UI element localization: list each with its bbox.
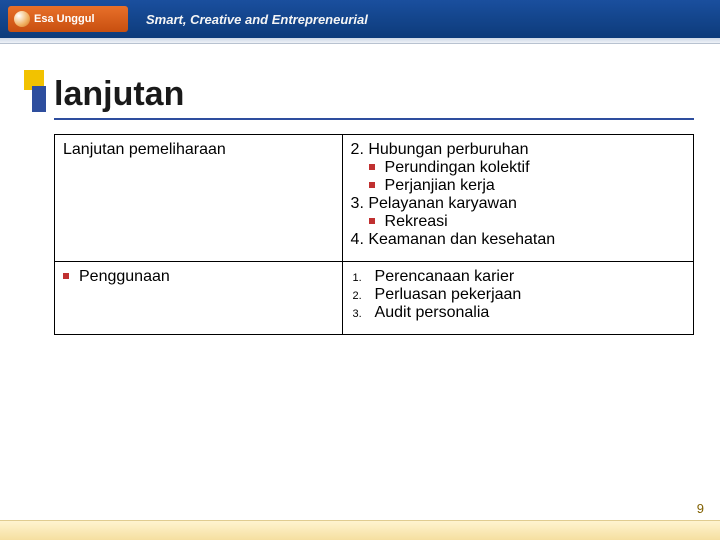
ol-num: 3. xyxy=(351,308,375,320)
table-row: Lanjutan pemeliharaan 2. Hubungan perbur… xyxy=(55,135,694,262)
cell-right-1: 2. Hubungan perburuhan Perundingan kolek… xyxy=(342,135,693,262)
ol-num: 1. xyxy=(351,272,375,284)
logo-ball-icon xyxy=(14,11,30,27)
sub-line: Perjanjian kerja xyxy=(351,177,685,195)
bullet-icon xyxy=(369,218,375,224)
bullet-icon xyxy=(369,182,375,188)
sub-text: Perundingan kolektif xyxy=(385,159,530,176)
cell-left-1: Lanjutan pemeliharaan xyxy=(55,135,343,262)
footer-bar xyxy=(0,520,720,540)
page-number: 9 xyxy=(697,501,704,516)
ol-text: Audit personalia xyxy=(375,304,490,321)
ol-line: 1.Perencanaan karier xyxy=(351,268,685,286)
ol-line: 3.Audit personalia xyxy=(351,304,685,322)
cell-right-2: 1.Perencanaan karier 2.Perluasan pekerja… xyxy=(342,262,693,335)
ol-text: Perluasan pekerjaan xyxy=(375,286,522,303)
sub-text: Rekreasi xyxy=(385,213,448,230)
content-area: lanjutan Lanjutan pemeliharaan 2. Hubung… xyxy=(0,44,720,335)
cell-left-2: Penggunaan xyxy=(55,262,343,335)
sub-line: Rekreasi xyxy=(351,213,685,231)
bullet-icon xyxy=(369,164,375,170)
title-block: lanjutan xyxy=(24,64,692,112)
line: 3. Pelayanan karyawan xyxy=(351,195,685,213)
slide-title: lanjutan xyxy=(54,75,184,114)
square-blue-icon xyxy=(32,86,46,112)
tagline: Smart, Creative and Entrepreneurial xyxy=(146,12,368,27)
bullet-icon xyxy=(63,273,69,279)
sub-text: Perjanjian kerja xyxy=(385,177,495,194)
slide-header: Esa Unggul Smart, Creative and Entrepren… xyxy=(0,0,720,38)
sub-line: Perundingan kolektif xyxy=(351,159,685,177)
line: 4. Keamanan dan kesehatan xyxy=(351,231,685,249)
ol-line: 2.Perluasan pekerjaan xyxy=(351,286,685,304)
cell-text: Penggunaan xyxy=(79,268,170,285)
table-row: Penggunaan 1.Perencanaan karier 2.Perlua… xyxy=(55,262,694,335)
content-table: Lanjutan pemeliharaan 2. Hubungan perbur… xyxy=(54,134,694,335)
cell-text: Lanjutan pemeliharaan xyxy=(63,141,226,158)
logo-text: Esa Unggul xyxy=(34,13,95,25)
title-decor xyxy=(24,64,48,112)
ol-text: Perencanaan karier xyxy=(375,268,515,285)
line: 2. Hubungan perburuhan xyxy=(351,141,685,159)
ol-num: 2. xyxy=(351,290,375,302)
title-rule xyxy=(54,118,694,120)
logo-chip: Esa Unggul xyxy=(8,6,128,32)
